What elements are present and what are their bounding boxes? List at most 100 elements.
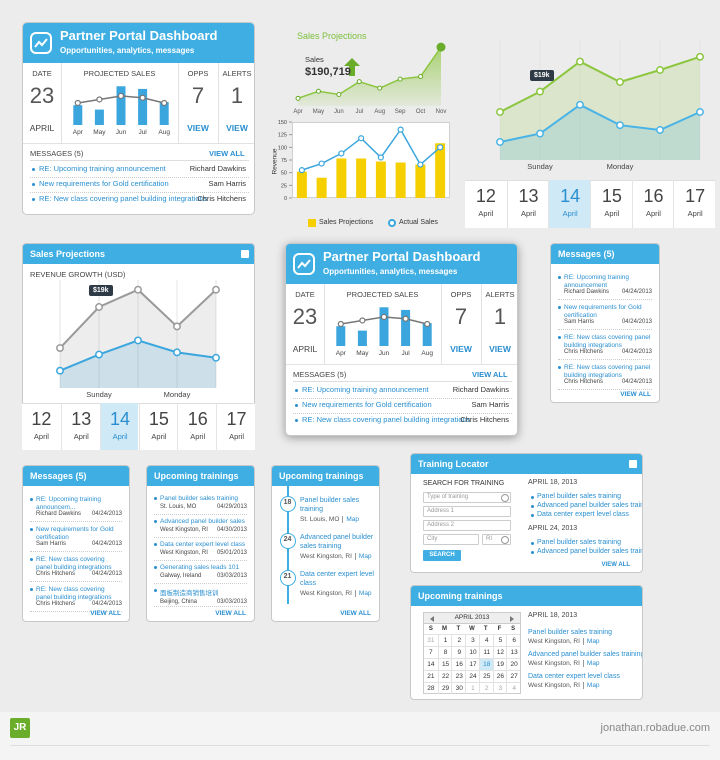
day-cell[interactable]: 27 <box>506 670 520 682</box>
training-name[interactable]: Advanced panel builder sales training <box>160 518 247 525</box>
message-subject[interactable]: RE: Upcoming training announcement <box>39 164 166 173</box>
input-field[interactable]: City <box>423 534 479 545</box>
day-cell[interactable]: 3 <box>492 682 507 694</box>
message-subject[interactable]: RE: New class covering panel building in… <box>302 415 471 424</box>
input-field[interactable]: Type of training <box>423 492 511 503</box>
day-cell[interactable]: 17 <box>465 658 479 670</box>
search-button[interactable]: SEARCH <box>423 550 461 561</box>
date-cell[interactable]: 13 April <box>506 180 549 228</box>
day-cell[interactable]: 6 <box>506 634 520 646</box>
training-name[interactable]: Advanced panel builder sales training <box>528 651 643 658</box>
input-field[interactable]: RI <box>482 534 511 545</box>
day-cell[interactable]: 23 <box>451 670 466 682</box>
opps-link[interactable]: VIEW <box>450 344 472 354</box>
training-name[interactable]: Advanced panel builder sales training <box>537 502 643 509</box>
date-cell[interactable]: 12 April <box>22 403 61 450</box>
day-cell[interactable]: 2 <box>478 682 493 694</box>
training-name[interactable]: Advanced panel builder sales training <box>537 548 643 555</box>
date-cell[interactable]: 16 April <box>631 180 674 228</box>
date-cell[interactable]: 17 April <box>216 403 255 450</box>
day-cell[interactable]: 14 <box>424 658 438 670</box>
day-cell[interactable]: 7 <box>424 646 438 658</box>
prev-arrow[interactable] <box>430 616 434 622</box>
message-subject[interactable]: New requirements for Gold certification <box>302 400 432 409</box>
training-name[interactable]: Panel builder sales training <box>160 495 239 502</box>
day-cell[interactable]: 2 <box>451 634 466 646</box>
next-arrow[interactable] <box>510 616 514 622</box>
day-cell[interactable]: 1 <box>437 634 452 646</box>
training-name[interactable]: Data center expert level class <box>537 511 629 518</box>
date-cell[interactable]: 12 April <box>465 180 507 228</box>
day-cell[interactable]: 13 <box>506 646 520 658</box>
site-url[interactable]: jonathan.robadue.com <box>600 722 710 734</box>
day-cell[interactable]: 9 <box>451 646 466 658</box>
date-cell[interactable]: 15 April <box>590 180 632 228</box>
training-name[interactable]: Data center expert level class <box>528 673 620 680</box>
input-field[interactable]: Address 2 <box>423 520 511 531</box>
day-cell[interactable]: 22 <box>437 670 452 682</box>
message-subject[interactable]: RE: New class covering panel building in… <box>564 334 651 349</box>
close-button[interactable] <box>629 460 637 468</box>
view-all-link[interactable]: VIEW ALL <box>215 610 246 617</box>
close-button[interactable] <box>241 250 249 258</box>
day-cell[interactable]: 10 <box>465 646 479 658</box>
message-subject[interactable]: New requirements for Gold certification <box>39 179 169 188</box>
map-link[interactable]: Map <box>582 660 600 667</box>
date-cell[interactable]: 14 April <box>99 403 139 450</box>
day-cell[interactable]: 3 <box>465 634 479 646</box>
day-cell[interactable]: 4 <box>506 682 520 694</box>
day-cell[interactable]: 20 <box>506 658 520 670</box>
map-link[interactable]: Map <box>582 682 600 689</box>
day-cell[interactable]: 29 <box>437 682 452 694</box>
opps-link[interactable]: VIEW <box>187 123 209 133</box>
training-name[interactable]: Panel builder sales training <box>537 493 622 500</box>
view-all-link[interactable]: VIEW ALL <box>340 610 371 617</box>
message-subject[interactable]: RE: New class covering panel building in… <box>36 556 112 571</box>
date-cell[interactable]: 14 April <box>548 180 590 228</box>
training-name[interactable]: Generating sales leads 101 <box>160 564 240 571</box>
day-cell[interactable]: 11 <box>478 646 493 658</box>
message-subject[interactable]: RE: New class covering panel building in… <box>39 194 208 203</box>
training-name[interactable]: Data center expert level class <box>160 541 246 548</box>
date-cell[interactable]: 16 April <box>177 403 216 450</box>
message-subject[interactable]: RE: Upcoming training announcement <box>564 274 630 289</box>
map-link[interactable]: Map <box>582 638 600 645</box>
day-cell[interactable]: 26 <box>492 670 507 682</box>
day-cell[interactable]: 24 <box>465 670 479 682</box>
message-subject[interactable]: RE: Upcoming training announcem... <box>36 496 102 511</box>
map-link[interactable]: Map <box>354 590 372 597</box>
view-all-link[interactable]: VIEW ALL <box>209 149 245 158</box>
view-all-link[interactable]: VIEW ALL <box>620 391 651 398</box>
day-cell[interactable]: 4 <box>478 634 493 646</box>
day-cell[interactable]: 8 <box>437 646 452 658</box>
date-cell[interactable]: 15 April <box>138 403 178 450</box>
day-cell[interactable]: 12 <box>492 646 507 658</box>
day-cell[interactable]: 30 <box>451 682 466 694</box>
day-cell[interactable]: 31 <box>424 634 438 646</box>
day-cell[interactable]: 21 <box>424 670 438 682</box>
day-cell[interactable]: 18 <box>478 658 493 670</box>
date-cell[interactable]: 17 April <box>673 180 715 228</box>
day-cell[interactable]: 1 <box>465 682 479 694</box>
training-name[interactable]: Panel builder sales training <box>528 629 613 636</box>
message-subject[interactable]: RE: New class covering panel building in… <box>36 586 112 601</box>
map-link[interactable]: Map <box>354 553 372 560</box>
day-cell[interactable]: 19 <box>492 658 507 670</box>
training-name[interactable]: Data center expert level class <box>300 571 374 587</box>
alerts-link[interactable]: VIEW <box>226 123 248 133</box>
view-all-link[interactable]: VIEW ALL <box>90 610 121 617</box>
message-subject[interactable]: New requirements for Gold certification <box>36 526 114 541</box>
training-name[interactable]: Panel builder sales training <box>300 497 360 513</box>
training-name[interactable]: Advanced panel builder sales training <box>300 534 374 550</box>
view-all-link[interactable]: VIEW ALL <box>472 370 508 379</box>
training-name[interactable]: Panel builder sales training <box>537 539 622 546</box>
view-all-link[interactable]: VIEW ALL <box>601 562 630 568</box>
training-name[interactable]: 面板制造商销售培训 <box>160 590 219 597</box>
input-field[interactable]: Address 1 <box>423 506 511 517</box>
day-cell[interactable]: 28 <box>424 682 438 694</box>
day-cell[interactable]: 5 <box>492 634 507 646</box>
date-cell[interactable]: 13 April <box>60 403 100 450</box>
day-cell[interactable]: 16 <box>451 658 466 670</box>
message-subject[interactable]: New requirements for Gold certification <box>564 304 642 319</box>
message-subject[interactable]: RE: Upcoming training announcement <box>302 385 429 394</box>
